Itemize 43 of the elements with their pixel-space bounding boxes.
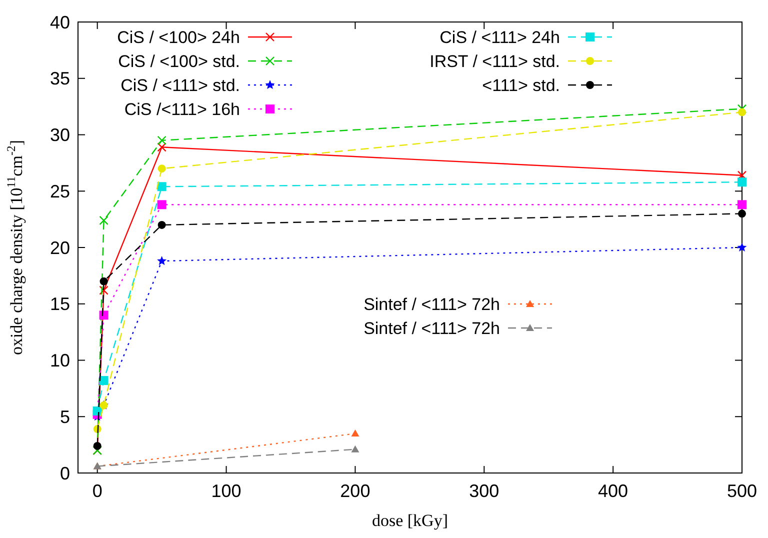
point	[738, 178, 746, 187]
legend-label: CiS / <100> 24h	[117, 28, 240, 47]
point	[99, 310, 108, 320]
x-tick-label: 200	[340, 481, 370, 501]
legend-label: IRST / <111> std.	[430, 52, 560, 71]
point	[738, 108, 746, 116]
legend-label: Sintef / <111> 72h	[364, 318, 500, 338]
legend-label: CiS / <111> 24h	[440, 28, 560, 47]
legend-label: <111> std.	[482, 76, 560, 95]
legend-label: CiS /<111> 16h	[124, 100, 240, 119]
point	[737, 242, 747, 252]
y-tick-label: 30	[50, 125, 70, 146]
point	[100, 277, 108, 286]
x-axis-title: dose [kGy]	[372, 511, 448, 530]
point	[738, 210, 746, 218]
point	[99, 376, 108, 386]
legend-label: Sintef / <111> 72h	[364, 294, 500, 314]
point	[157, 182, 166, 192]
point	[157, 136, 166, 145]
y-tick-label: 40	[50, 12, 70, 32]
point	[157, 256, 167, 266]
x-tick-label: 100	[211, 481, 242, 501]
y-tick-label: 35	[50, 68, 70, 89]
point	[99, 216, 108, 226]
point	[99, 286, 108, 295]
point	[157, 200, 166, 210]
point	[157, 142, 166, 152]
y-tick-label: 5	[60, 406, 70, 427]
point	[158, 164, 166, 173]
y-tick-label: 20	[50, 238, 70, 258]
y-tick-label: 10	[50, 350, 70, 371]
point	[158, 220, 166, 229]
x-tick-label: 300	[469, 481, 500, 501]
y-tick-label: 0	[60, 463, 70, 484]
point	[738, 200, 746, 210]
y-tick-label: 25	[50, 181, 70, 202]
legend-label: CiS / <111> std.	[120, 76, 240, 95]
legend-label: CiS / <100> std.	[118, 52, 240, 71]
x-tick-label: 400	[598, 481, 628, 501]
point	[93, 442, 102, 450]
y-tick-label: 15	[50, 294, 70, 314]
x-tick-label: 0	[92, 481, 102, 501]
x-tick-label: 500	[726, 481, 758, 501]
